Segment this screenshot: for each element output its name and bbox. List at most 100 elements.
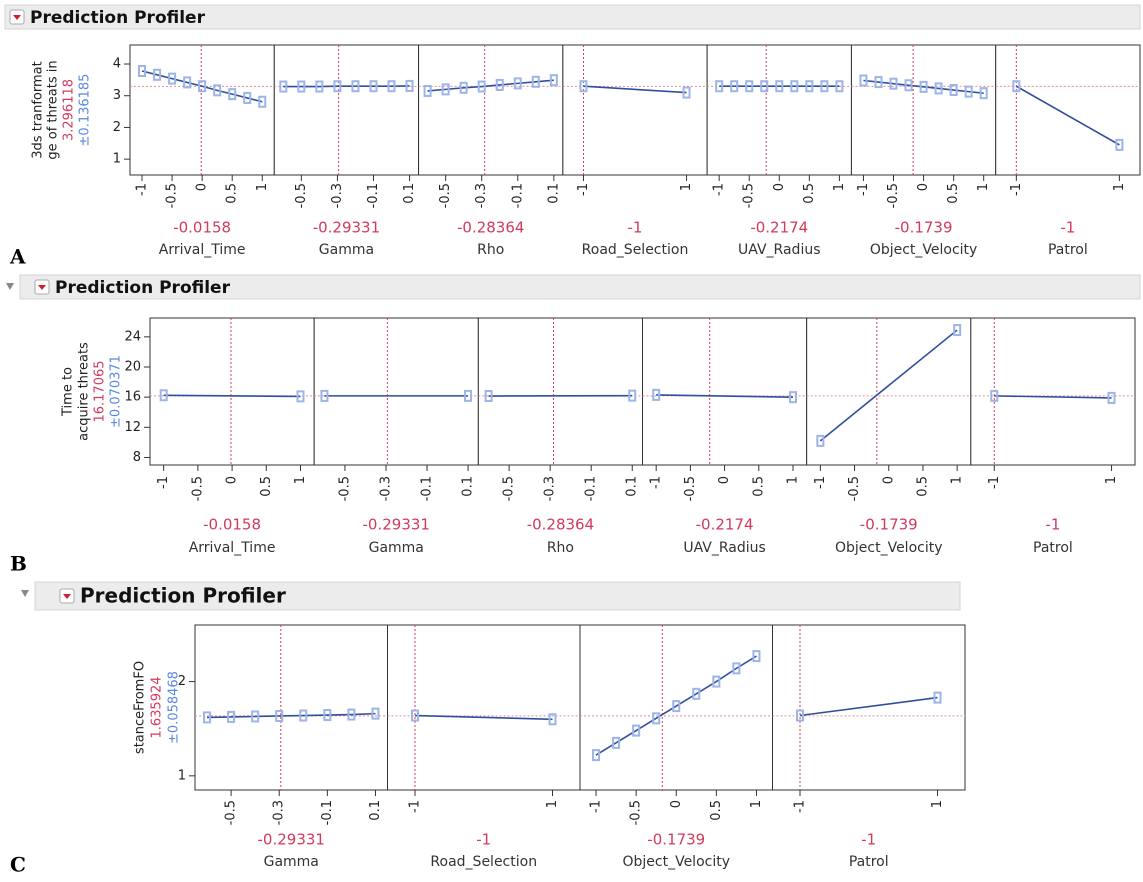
y-tick-label: 24 [124,329,141,344]
panel-frame [313,317,479,466]
profile-point [484,390,493,403]
profile-point [692,687,701,700]
profile-point [835,80,844,93]
current-value: -0.2174 [696,516,754,534]
x-tick-label: 1 [785,476,800,484]
x-tick-label: 0 [225,476,240,484]
x-tick-label: -0.3 [474,183,489,208]
x-tick-label: -1 [649,476,664,489]
header-title[interactable]: Prediction Profiler [55,278,231,298]
profile-point [159,389,168,402]
x-tick-label: 0.5 [915,476,930,497]
current-value: -0.0158 [173,219,231,237]
y-tick-label: 16 [124,390,141,405]
profile-trace [283,85,410,88]
profile-trace [799,696,938,717]
profile-point [495,78,504,91]
profile-trace [656,394,793,398]
profile-point [874,76,883,89]
current-value: -0.29331 [363,516,430,534]
menu-arrow [63,594,71,599]
profile-point [296,390,305,403]
x-tick-label: 0.5 [751,476,766,497]
panel-frame [387,624,581,791]
profile-point [227,710,236,723]
profile-point [752,650,761,663]
profile-point [592,749,601,762]
y-tick-label: 2 [113,120,121,135]
x-tick-label: 0.5 [225,183,240,204]
profile-point [964,85,973,98]
section-letter: C [10,853,26,877]
profile-trace [141,70,263,103]
factor-name: Gamma [319,242,374,258]
y-tick-label: 3 [113,88,121,103]
profile-point [251,710,260,723]
profile-point [632,724,641,737]
header-title[interactable]: Prediction Profiler [30,8,206,28]
x-tick-label: -1 [813,476,828,489]
header-bar [19,274,1141,300]
current-value: -1 [861,831,876,849]
confidence-interval: ±0.070371 [109,355,124,428]
y-axis-label: 3ds tranformat [31,61,46,158]
profile-point [760,80,769,93]
factor-name: UAV_Radius [683,540,765,556]
y-tick-label: 12 [124,420,141,435]
profile-point [387,80,396,93]
x-tick-label: -0.5 [337,476,352,501]
x-tick-label: -0.3 [272,800,287,825]
x-tick-label: 0.1 [402,183,417,204]
confidence-interval: ±0.136185 [78,74,93,147]
x-tick-label: -0.3 [543,476,558,501]
y-axis-label: Time to [61,367,76,417]
profile-point [652,712,661,725]
current-value: -0.29331 [313,219,380,237]
profile-point [441,83,450,96]
header-bar [34,581,961,611]
x-tick-label: -1 [856,183,871,196]
profile-point [168,72,177,85]
x-tick-label: 0.5 [259,476,274,497]
section-letter: B [10,552,27,576]
y-axis-label: stanceFromFO [133,661,148,754]
panel-frame [129,44,275,176]
profile-point [258,95,267,108]
current-value: -1 [476,831,491,849]
x-tick-label: 1 [749,800,764,808]
factor-name: Arrival_Time [159,242,246,258]
profile-point [859,74,868,87]
profile-trace [819,329,958,442]
profile-point [732,662,741,675]
profile-point [333,80,342,93]
profile-point [549,74,558,87]
x-tick-label: -0.5 [502,476,517,501]
x-tick-label: -1 [712,183,727,196]
factor-name: Object_Velocity [870,242,978,258]
profile-point [730,80,739,93]
factor-name: Arrival_Time [189,540,276,556]
x-tick-label: 1 [1104,476,1119,484]
profile-point [513,77,522,90]
profile-point [405,79,414,92]
x-tick-label: 0.1 [625,476,640,497]
profile-point [933,691,942,704]
response-value: 1.635924 [150,676,165,738]
x-tick-label: -0.1 [320,800,335,825]
profile-point [682,86,691,99]
profile-point [279,80,288,93]
profile-point [712,675,721,688]
profile-point [347,708,356,721]
x-tick-label: 0.1 [546,183,561,204]
response-value: 3.296118 [62,79,77,141]
profile-trace [583,85,687,94]
panel-frame [706,44,852,176]
x-tick-label: 0.5 [802,183,817,204]
header-title[interactable]: Prediction Profiler [80,584,286,608]
menu-arrow [38,285,46,290]
profile-point [228,88,237,101]
panel-frame [194,624,388,791]
profile-trace [863,79,984,94]
profile-point [788,391,797,404]
panel-frame [149,317,315,466]
